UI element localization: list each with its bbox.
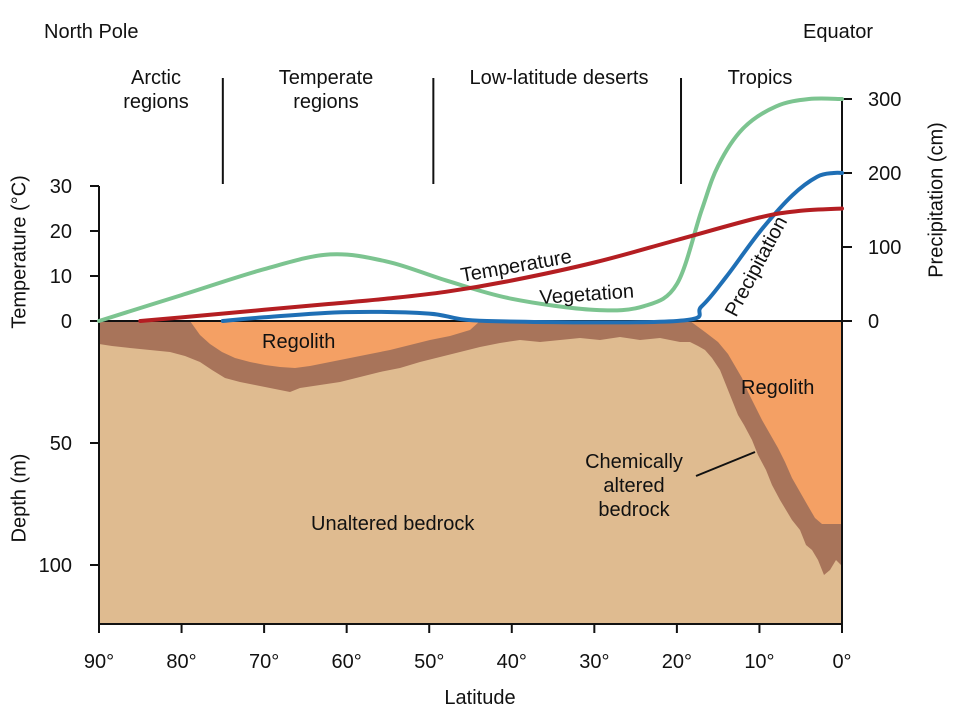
zone-label-temperate: Temperate regions — [278, 67, 374, 113]
vegetation-curve — [97, 96, 844, 323]
cross-section — [99, 321, 842, 624]
precipitation-curve — [220, 170, 844, 325]
x-tick-label: 90° — [84, 651, 114, 673]
equator-label: Equator — [803, 21, 874, 43]
x-tick-label: 70° — [249, 651, 279, 673]
altered-bedrock-pointer — [695, 451, 756, 477]
zone-label-deserts: Low-latitude deserts — [469, 67, 649, 89]
curves — [97, 96, 844, 325]
precipitation-tick-label: 200 — [868, 163, 901, 185]
x-axis-label: Latitude — [444, 687, 516, 709]
temperature-curve — [138, 206, 844, 323]
y-axis-label-depth: Depth (m) — [8, 453, 31, 543]
x-tick-label: 0° — [832, 651, 851, 673]
precipitation-tick-label: 100 — [868, 237, 901, 259]
temperature-tick-label: 10 — [50, 266, 72, 288]
y-axis-label-temperature: Temperature (°C) — [8, 175, 31, 329]
y-axis-label-precipitation: Precipitation (cm) — [925, 122, 948, 278]
altered-bedrock-layer — [99, 321, 842, 575]
temperature-tick-label: 30 — [50, 176, 72, 198]
curve-label-vegetation: Vegetation — [539, 280, 635, 309]
zone-label-tropics: Tropics — [727, 67, 793, 89]
temperature-tick-label: 0 — [61, 311, 72, 333]
regolith-temperate — [190, 321, 480, 368]
regolith-tropics — [690, 321, 842, 524]
precipitation-tick-label: 300 — [868, 89, 901, 111]
regolith-label-tropics: Regolith — [741, 377, 815, 399]
x-tick-label: 10° — [744, 651, 774, 673]
x-tick-label: 20° — [662, 651, 692, 673]
temperature-tick-label: 20 — [50, 221, 72, 243]
zone-label-arctic: Arctic regions — [123, 67, 189, 113]
x-tick-label: 40° — [497, 651, 527, 673]
x-tick-label: 30° — [579, 651, 609, 673]
north-pole-label: North Pole — [44, 21, 139, 43]
unaltered-bedrock-label: Unaltered bedrock — [311, 513, 475, 535]
x-tick-label: 50° — [414, 651, 444, 673]
precipitation-tick-label: 0 — [868, 311, 879, 333]
x-tick-label: 60° — [332, 651, 362, 673]
zone-boundaries — [221, 78, 683, 184]
chemically-altered-bedrock-label: Chemically altered bedrock — [585, 451, 683, 521]
regolith-label-temperate: Regolith — [262, 331, 336, 353]
depth-tick-label: 100 — [39, 555, 72, 577]
x-tick-label: 80° — [166, 651, 196, 673]
axis-ticks: 90° 80° 70° 60° 50° 40° 30° 20° 10° 0° 0 10 20 30 50 10… — [39, 89, 902, 673]
depth-tick-label: 50 — [50, 433, 72, 455]
